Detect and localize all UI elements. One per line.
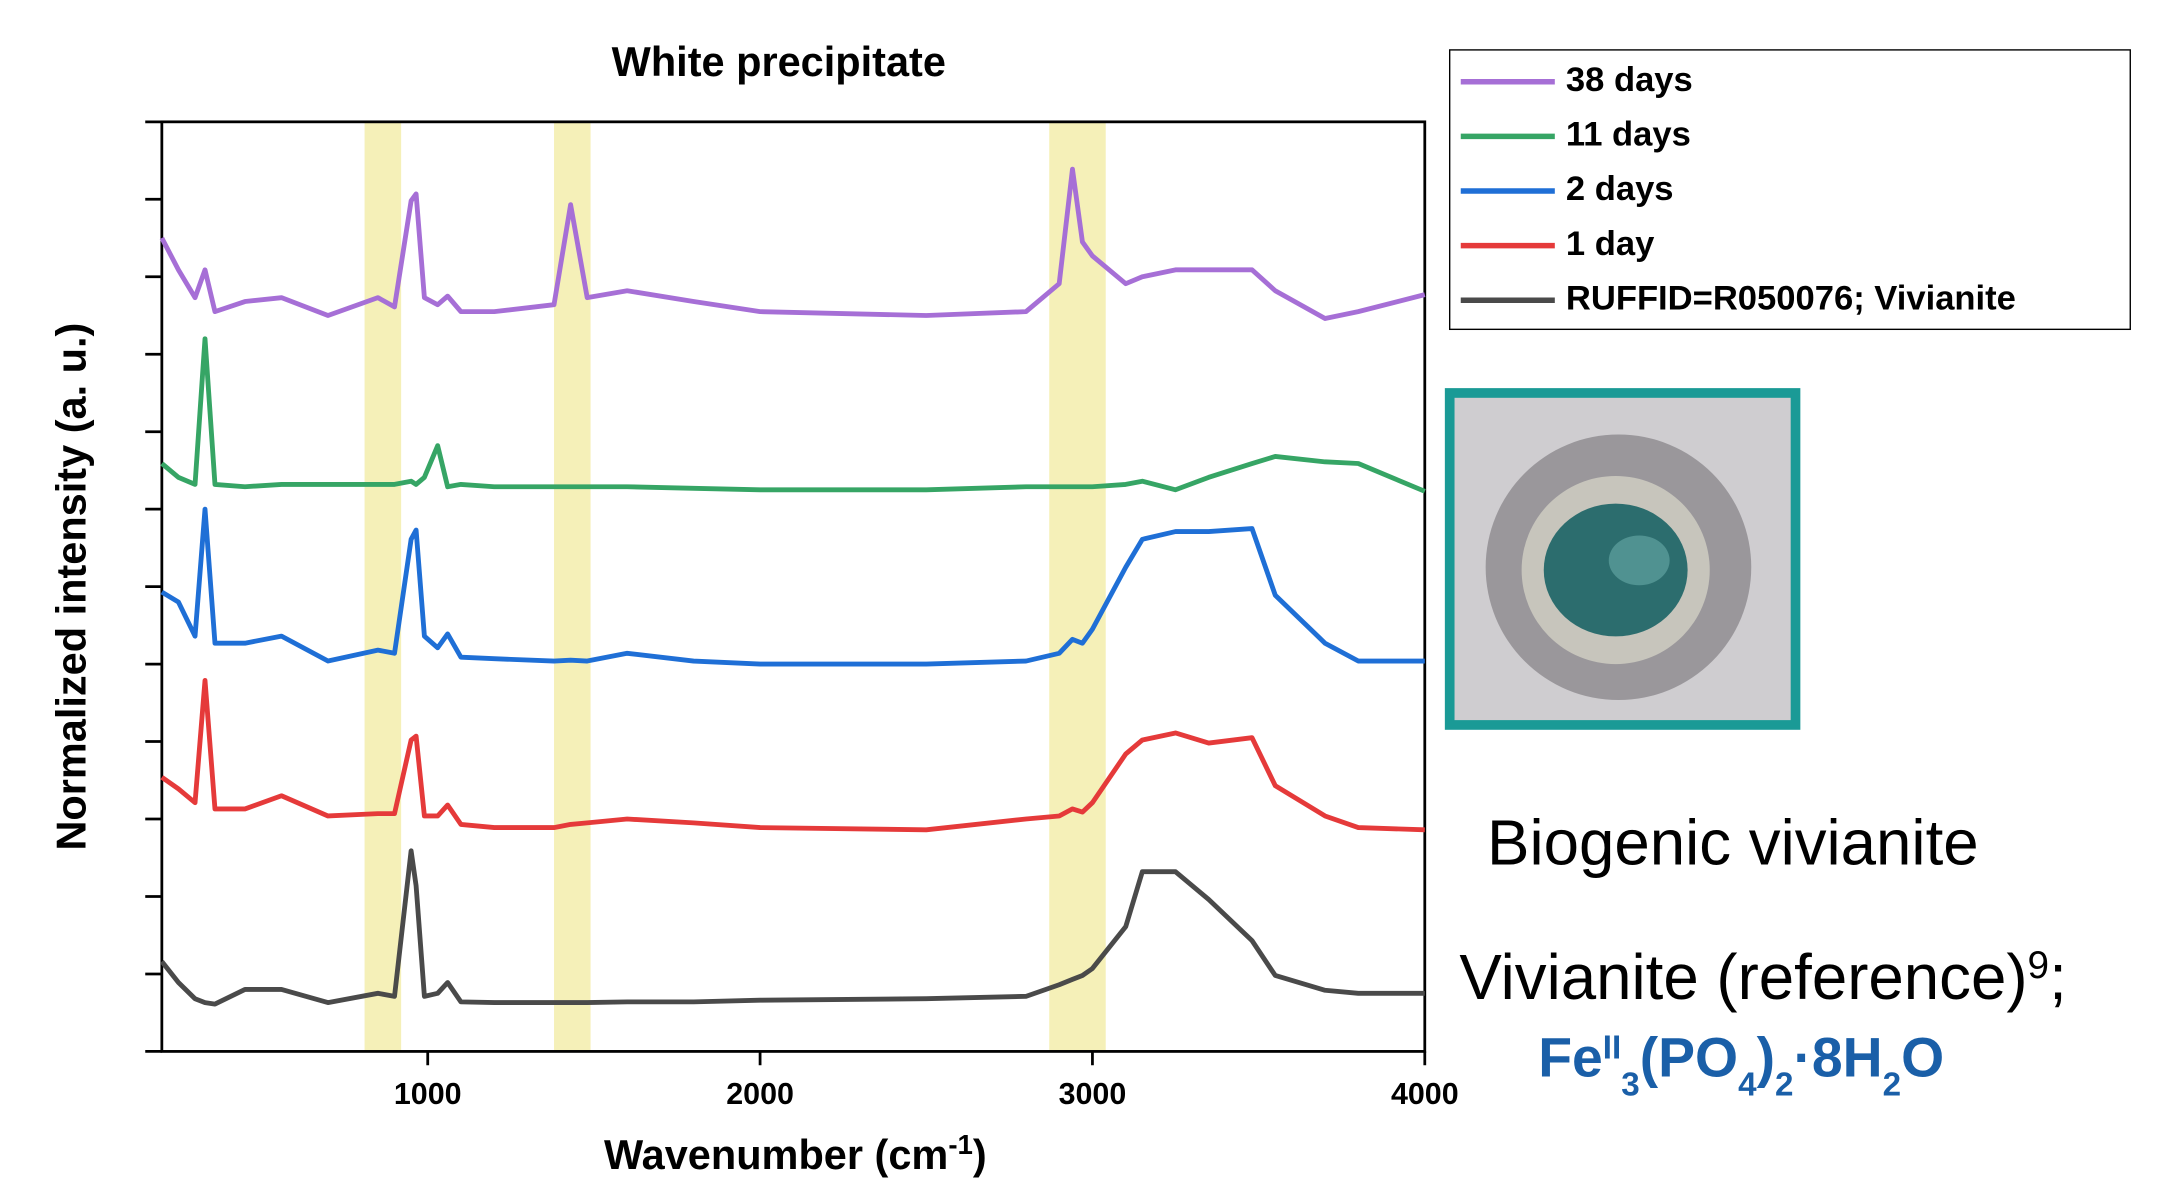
formula-part: 2 — [1883, 1066, 1901, 1103]
formula-part: ) — [1757, 1026, 1775, 1088]
legend-label: 1 day — [1566, 225, 1655, 263]
legend-label: 38 days — [1566, 61, 1693, 99]
x-tick-label: 1000 — [394, 1077, 462, 1111]
x-tick-label: 4000 — [1391, 1077, 1459, 1111]
x-label-sup: -1 — [948, 1128, 973, 1159]
x-label-main: Wavenumber (cm — [604, 1131, 948, 1178]
x-tick-label: 3000 — [1059, 1077, 1127, 1111]
x-tick-label: 2000 — [726, 1077, 794, 1111]
shaded-range — [364, 121, 402, 1052]
biogenic-label: Biogenic vivianite — [1487, 808, 1979, 879]
formula-part: Fe — [1538, 1026, 1603, 1088]
series-line — [159, 166, 1426, 321]
photo — [1444, 388, 1801, 730]
photo-highlight — [1608, 535, 1670, 586]
formula-part: II — [1603, 1029, 1621, 1066]
formula-part: 2 — [1775, 1066, 1793, 1103]
series-line — [160, 336, 1426, 494]
legend-label: 2 days — [1566, 170, 1674, 208]
reference-sup: 9 — [2028, 943, 2050, 986]
series-line — [160, 506, 1425, 667]
shades — [364, 121, 1106, 1052]
series-line — [159, 848, 1425, 1007]
legend-label: RUFFID=R050076; Vivianite — [1566, 279, 2016, 317]
formula-part: O — [1901, 1026, 1944, 1088]
formula-part: 4 — [1738, 1066, 1757, 1103]
x-label-end: ) — [973, 1131, 987, 1178]
formula-part: (PO — [1640, 1026, 1738, 1088]
y-axis-title: Normalized intensity (a. u.) — [48, 323, 95, 851]
chart-title: White precipitate — [612, 38, 946, 85]
formula: FeII3(PO4)2·8H2O — [1538, 1026, 1944, 1102]
legend-box — [1448, 49, 2131, 331]
series-line — [160, 677, 1425, 833]
reference-text: Vivianite (reference) — [1459, 942, 2027, 1013]
x-axis-title: Wavenumber (cm-1) — [604, 1128, 987, 1178]
reference-end: ; — [2049, 942, 2067, 1013]
legend-label: 11 days — [1566, 116, 1691, 154]
formula-part: 3 — [1621, 1066, 1639, 1103]
plot-frame — [160, 120, 1427, 1053]
formula-part: ·8H — [1793, 1026, 1882, 1088]
reference-label: Vivianite (reference)9; — [1459, 942, 2066, 1013]
